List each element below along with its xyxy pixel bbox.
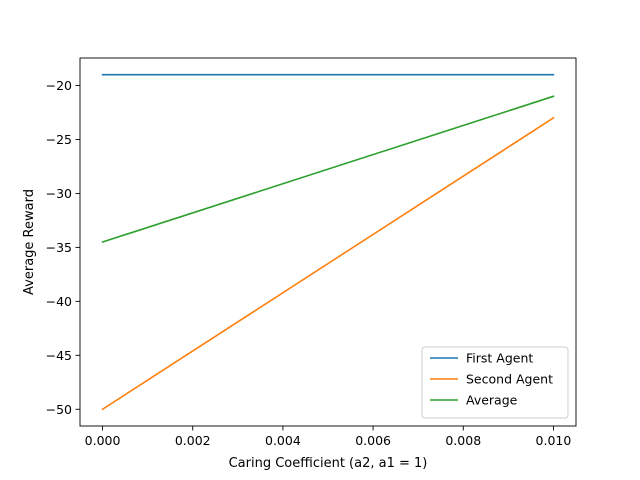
x-tick-label-2: 0.002 (175, 433, 211, 448)
legend-label-3: Average (466, 393, 518, 408)
y-axis-label: Average Reward (22, 189, 37, 295)
x-tick-label-3: 0.004 (265, 433, 301, 448)
series-line-3 (101, 95, 555, 244)
x-tick-label-5: 0.008 (445, 433, 481, 448)
y-tick-label-6: −25 (46, 132, 72, 147)
y-tick-label-3: −40 (46, 294, 72, 309)
series-layer (101, 73, 555, 411)
y-tick-label-2: −45 (46, 348, 72, 363)
y-tick-label-7: −20 (46, 78, 72, 93)
legend: First Agent Second Agent Average (421, 346, 569, 419)
legend-label-2: Second Agent (466, 372, 553, 387)
x-axis-label: Caring Coefficient (a2, a1 = 1) (229, 456, 428, 471)
axes-frame (79, 57, 577, 427)
x-tick-label-4: 0.006 (355, 433, 391, 448)
legend-box (421, 346, 569, 419)
axes-layer: 0.000 0.002 0.004 0.006 0.008 0.010 −50 −45 −40 −… (46, 57, 577, 448)
y-tick-label-1: −50 (46, 402, 72, 417)
y-tick-label-5: −30 (46, 186, 72, 201)
x-tick-label-6: 0.010 (536, 433, 572, 448)
legend-label-1: First Agent (466, 351, 533, 366)
y-tick-label-4: −35 (46, 240, 72, 255)
x-tick-label-1: 0.000 (85, 433, 121, 448)
series-line-2 (101, 116, 555, 411)
